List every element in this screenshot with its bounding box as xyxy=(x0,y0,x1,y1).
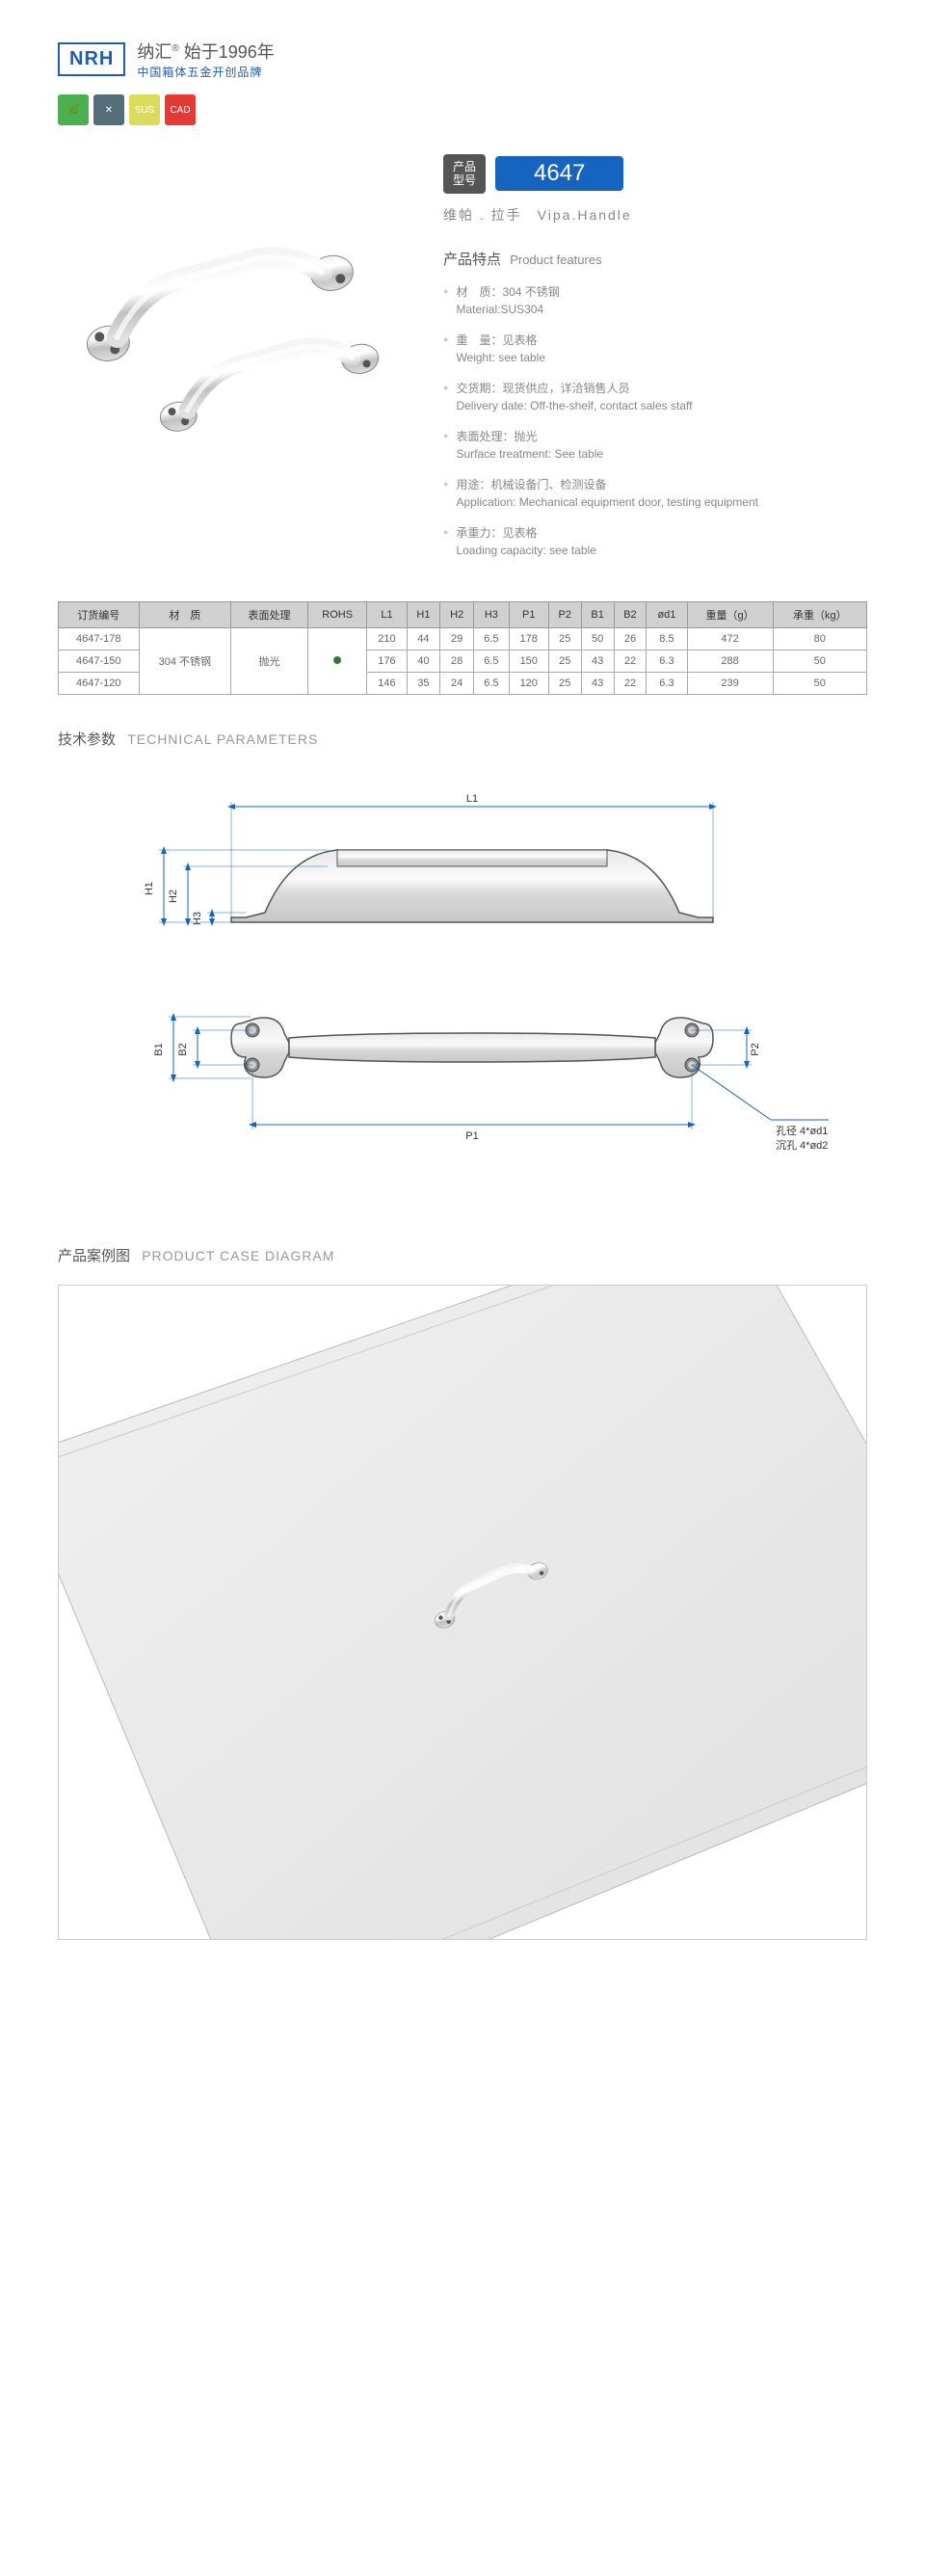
table-header: 重量（g） xyxy=(687,601,773,627)
model-number: 4647 xyxy=(495,156,623,191)
brand-tagline: 始于1996年 xyxy=(184,42,275,62)
svg-text:B2: B2 xyxy=(177,1043,189,1055)
table-cell: 24 xyxy=(440,672,474,694)
sus-icon: SUS xyxy=(129,94,160,125)
table-cell: 288 xyxy=(687,650,773,672)
table-cell: 35 xyxy=(407,672,440,694)
table-cell: 6.3 xyxy=(647,672,687,694)
table-cell: 29 xyxy=(440,627,474,650)
product-image xyxy=(58,231,405,501)
table-cell: 176 xyxy=(367,650,407,672)
table-cell: 6.5 xyxy=(474,672,510,694)
table-cell: 25 xyxy=(548,672,581,694)
table-cell: 80 xyxy=(773,627,866,650)
table-cell: 146 xyxy=(367,672,407,694)
table-cell: 抛光 xyxy=(231,627,308,694)
table-header: H3 xyxy=(474,601,510,627)
table-header: H1 xyxy=(407,601,440,627)
table-cell: 50 xyxy=(581,627,614,650)
svg-text:P2: P2 xyxy=(750,1043,761,1055)
table-header: P2 xyxy=(548,601,581,627)
spec-table: 订货编号材 质表面处理ROHSL1H1H2H3P1P2B1B2ød1重量（g）承… xyxy=(58,601,867,695)
svg-text:H2: H2 xyxy=(168,890,179,903)
table-header: ød1 xyxy=(647,601,687,627)
feature-item: 交货期：现货供应，详洽销售人员Delivery date: Off-the-sh… xyxy=(443,380,867,414)
table-cell: 28 xyxy=(440,650,474,672)
table-cell: 40 xyxy=(407,650,440,672)
feature-item: 重 量：见表格Weight: see table xyxy=(443,332,867,366)
cert-icons: 🌿 ✕ SUS CAD xyxy=(58,94,867,125)
table-row: 4647-178304 不锈钢抛光21044296.51782550268.54… xyxy=(59,627,867,650)
table-header: 订货编号 xyxy=(59,601,140,627)
table-cell: 43 xyxy=(581,672,614,694)
table-header: B2 xyxy=(614,601,647,627)
case-title: 产品案例图 PRODUCT CASE DIAGRAM xyxy=(58,1245,867,1265)
model-header: 产品 型号 4647 xyxy=(443,154,867,194)
feature-item: 材 质：304 不锈钢Material:SUS304 xyxy=(443,283,867,318)
feature-item: 表面处理：抛光Surface treatment: See table xyxy=(443,428,867,463)
brand-name: 纳汇 xyxy=(137,42,172,62)
table-cell: 22 xyxy=(614,672,647,694)
brand-text: 纳汇® 始于1996年 中国箱体五金开创品牌 xyxy=(137,39,274,80)
table-cell: 50 xyxy=(773,672,866,694)
table-cell: 304 不锈钢 xyxy=(139,627,231,694)
hole-note-2: 沉孔 4*ød2 xyxy=(776,1139,828,1152)
tech-diagram: L1 H1 H2 H3 xyxy=(58,787,867,1197)
eco-icon: 🌿 xyxy=(58,94,89,125)
table-cell: 22 xyxy=(614,650,647,672)
table-cell: 44 xyxy=(407,627,440,650)
table-cell: 239 xyxy=(687,672,773,694)
feature-list: 材 质：304 不锈钢Material:SUS304 重 量：见表格Weight:… xyxy=(443,283,867,559)
table-cell: 4647-178 xyxy=(59,627,140,650)
table-cell: 25 xyxy=(548,627,581,650)
table-cell: 26 xyxy=(614,627,647,650)
table-cell xyxy=(307,627,366,694)
table-cell: 6.5 xyxy=(474,627,510,650)
model-subtitle: 维帕 . 拉手 Vipa.Handle xyxy=(443,205,867,225)
table-cell: 8.5 xyxy=(647,627,687,650)
table-header: H2 xyxy=(440,601,474,627)
case-diagram xyxy=(58,1285,867,1940)
svg-text:H1: H1 xyxy=(144,882,155,895)
table-cell: 472 xyxy=(687,627,773,650)
table-header: 承重（kg） xyxy=(773,601,866,627)
svg-text:P1: P1 xyxy=(465,1130,478,1142)
table-cell: 210 xyxy=(367,627,407,650)
model-label: 产品 型号 xyxy=(443,154,486,194)
table-header: 材 质 xyxy=(139,601,231,627)
brand-slogan: 中国箱体五金开创品牌 xyxy=(137,64,274,80)
tool-icon: ✕ xyxy=(93,94,124,125)
cad-icon: CAD xyxy=(165,94,196,125)
features-title: 产品特点 Product features xyxy=(443,249,867,269)
table-header: 表面处理 xyxy=(231,601,308,627)
table-header: L1 xyxy=(367,601,407,627)
hole-note-1: 孔径 4*ød1 xyxy=(776,1125,828,1137)
svg-text:H3: H3 xyxy=(192,912,203,925)
table-header: ROHS xyxy=(307,601,366,627)
logo: NRH xyxy=(58,42,125,76)
table-cell: 6.3 xyxy=(647,650,687,672)
table-cell: 25 xyxy=(548,650,581,672)
table-cell: 4647-150 xyxy=(59,650,140,672)
feature-item: 用途：机械设备门、检测设备Application: Mechanical equ… xyxy=(443,476,867,511)
table-header: P1 xyxy=(509,601,548,627)
table-cell: 50 xyxy=(773,650,866,672)
svg-text:B1: B1 xyxy=(153,1043,165,1055)
table-cell: 150 xyxy=(509,650,548,672)
tech-title: 技术参数 TECHNICAL PARAMETERS xyxy=(58,729,867,749)
feature-item: 承重力：见表格Loading capacity: see table xyxy=(443,524,867,559)
table-cell: 120 xyxy=(509,672,548,694)
dim-l1: L1 xyxy=(466,793,478,805)
table-cell: 4647-120 xyxy=(59,672,140,694)
table-cell: 6.5 xyxy=(474,650,510,672)
table-cell: 43 xyxy=(581,650,614,672)
brand-header: NRH 纳汇® 始于1996年 中国箱体五金开创品牌 xyxy=(58,39,867,80)
table-header: B1 xyxy=(581,601,614,627)
table-cell: 178 xyxy=(509,627,548,650)
